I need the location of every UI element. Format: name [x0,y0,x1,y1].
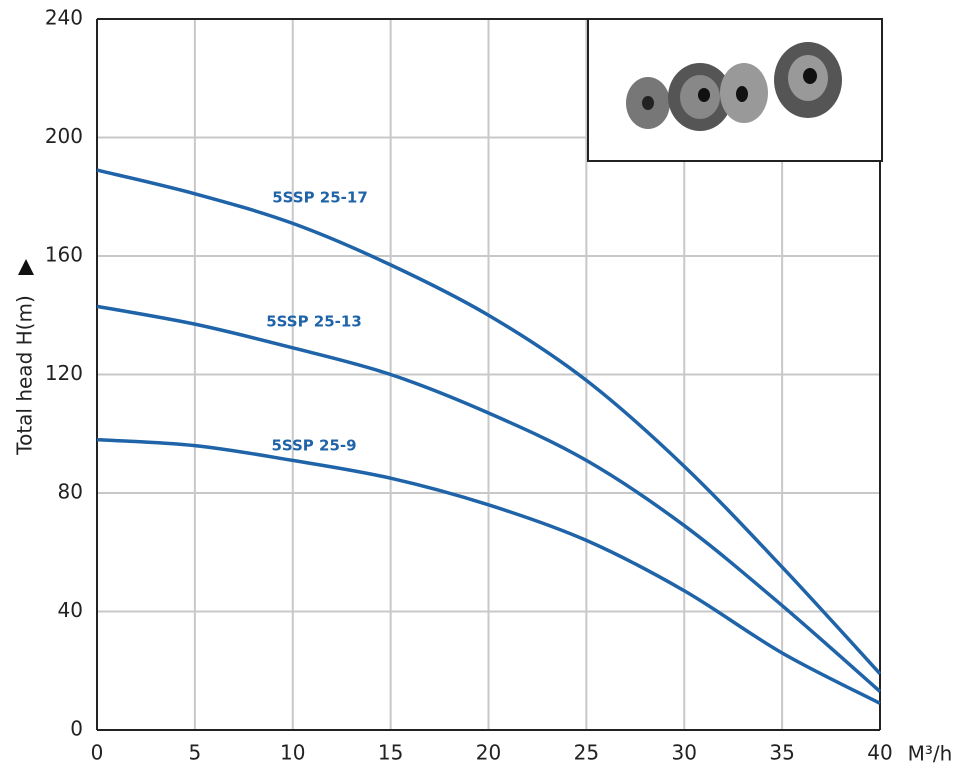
series-label: 5SSP 25-13 [266,313,362,331]
x-axis-label: M³/h [908,742,953,766]
series-label: 5SSP 25-9 [271,437,356,455]
y-tick-label: 120 [45,361,83,385]
x-tick-label: 0 [91,741,104,765]
series-label: 5SSP 25-17 [272,189,368,207]
curve [96,437,881,705]
y-tick-label: 240 [45,6,83,30]
x-tick-label: 20 [476,741,501,765]
y-tick-label: 80 [58,480,83,504]
y-tick-label: 160 [45,243,83,267]
x-tick-label: 35 [769,741,794,765]
x-tick-label: 30 [672,741,697,765]
x-tick-label: 5 [189,741,202,765]
x-tick-label: 40 [867,741,892,765]
x-tick-label: 25 [574,741,599,765]
curve [96,168,882,675]
y-axis-arrow [18,259,34,275]
y-tick-label: 200 [45,124,83,148]
inset-photo [587,18,883,162]
y-axis-label: Total head H(m) [13,295,37,455]
curve [96,304,882,693]
x-tick-label: 10 [280,741,305,765]
y-tick-label: 40 [58,598,83,622]
y-tick-label: 0 [70,717,83,741]
x-tick-label: 15 [378,741,403,765]
